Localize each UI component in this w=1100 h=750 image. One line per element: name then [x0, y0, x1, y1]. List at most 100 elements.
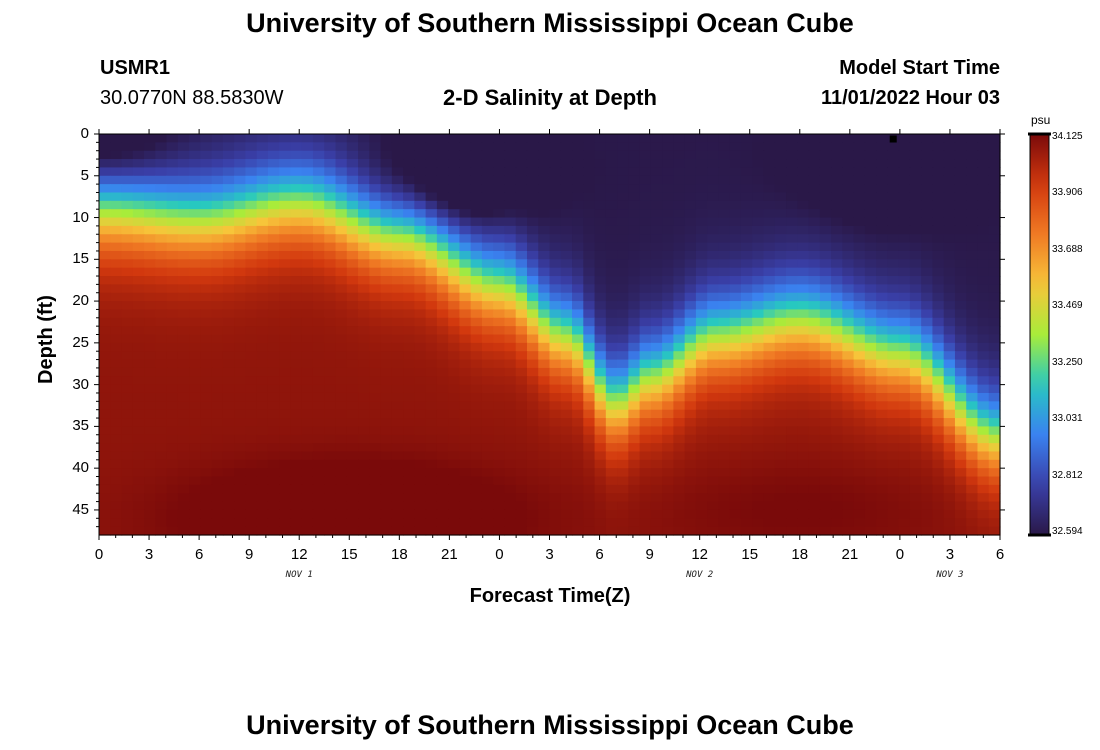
- heatmap-cell: [774, 526, 787, 536]
- heatmap-cell: [797, 484, 810, 494]
- heatmap-cell: [842, 267, 855, 277]
- heatmap-cell: [369, 518, 382, 528]
- heatmap-cell: [110, 518, 123, 528]
- heatmap-cell: [245, 359, 258, 369]
- heatmap-cell: [583, 451, 596, 461]
- heatmap-cell: [526, 175, 539, 185]
- heatmap-cell: [650, 392, 663, 402]
- heatmap-cell: [358, 326, 370, 336]
- heatmap-cell: [639, 259, 652, 269]
- heatmap-cell: [200, 434, 213, 444]
- heatmap-cell: [966, 142, 979, 152]
- heatmap-cell: [256, 309, 269, 319]
- heatmap-cell: [391, 242, 404, 252]
- heatmap-cell: [549, 184, 562, 194]
- heatmap-cell: [617, 292, 629, 302]
- heatmap-cell: [605, 292, 618, 302]
- heatmap-cell: [470, 376, 483, 386]
- heatmap-cell: [335, 276, 348, 285]
- heatmap-cell: [369, 142, 382, 152]
- x-tick-label: 6: [194, 546, 204, 563]
- heatmap-cell: [695, 142, 708, 152]
- heatmap-cell: [391, 184, 404, 194]
- heatmap-cell: [876, 409, 888, 419]
- heatmap-cell: [560, 451, 573, 461]
- heatmap-cell: [988, 526, 1001, 536]
- heatmap-cell: [267, 434, 280, 444]
- heatmap-cell: [403, 451, 415, 461]
- heatmap-cell: [144, 476, 156, 486]
- heatmap-cell: [853, 200, 866, 210]
- heatmap-cell: [864, 484, 877, 494]
- heatmap-cell: [898, 175, 911, 185]
- heatmap-cell: [459, 150, 472, 160]
- heatmap-cell: [684, 317, 697, 327]
- heatmap-cell: [346, 259, 359, 269]
- heatmap-cell: [966, 434, 979, 444]
- heatmap-cell: [166, 509, 179, 519]
- heatmap-cell: [132, 217, 145, 227]
- heatmap-cell: [921, 225, 934, 235]
- heatmap-cell: [718, 267, 731, 277]
- heatmap-cell: [526, 367, 539, 377]
- heatmap-cell: [774, 459, 787, 469]
- heatmap-cell: [245, 267, 258, 277]
- heatmap-cell: [391, 434, 404, 444]
- heatmap-cell: [110, 418, 123, 427]
- heatmap-cell: [819, 284, 832, 294]
- heatmap-cell: [132, 418, 145, 427]
- heatmap-cell: [222, 384, 235, 394]
- heatmap-cell: [572, 301, 584, 311]
- heatmap-cell: [594, 276, 607, 285]
- heatmap-cell: [99, 159, 111, 169]
- heatmap-cell: [312, 434, 325, 444]
- heatmap-cell: [729, 459, 742, 469]
- heatmap-cell: [695, 234, 708, 244]
- heatmap-cell: [853, 476, 866, 486]
- station-id: USMR1: [100, 57, 171, 79]
- heatmap-cell: [369, 326, 382, 336]
- heatmap-cell: [898, 501, 911, 511]
- heatmap-cell: [617, 418, 629, 427]
- heatmap-cell: [977, 351, 990, 361]
- heatmap-cell: [583, 434, 596, 444]
- heatmap-cell: [831, 250, 843, 260]
- heatmap-cell: [819, 159, 832, 169]
- heatmap-cell: [752, 309, 765, 319]
- heatmap-cell: [752, 509, 765, 519]
- heatmap-cell: [391, 351, 404, 361]
- heatmap-cell: [481, 234, 494, 244]
- heatmap-cell: [110, 409, 123, 419]
- heatmap-cell: [650, 134, 663, 143]
- heatmap-cell: [763, 292, 776, 302]
- heatmap-cell: [121, 376, 134, 386]
- heatmap-cell: [707, 175, 720, 185]
- heatmap-cell: [312, 484, 325, 494]
- heatmap-cell: [301, 209, 314, 219]
- heatmap-cell: [177, 234, 190, 244]
- heatmap-cell: [493, 192, 506, 202]
- heatmap-cell: [797, 401, 810, 411]
- heatmap-cell: [943, 234, 956, 244]
- heatmap-cell: [470, 392, 483, 402]
- x-tick-label: 21: [841, 546, 859, 563]
- heatmap-cell: [752, 259, 765, 269]
- heatmap-cell: [470, 401, 483, 411]
- heatmap-cell: [481, 434, 494, 444]
- heatmap-cell: [572, 501, 584, 511]
- heatmap-cell: [639, 225, 652, 235]
- heatmap-cell: [662, 493, 674, 503]
- heatmap-cell: [200, 317, 213, 327]
- heatmap-cell: [234, 443, 247, 453]
- heatmap-cell: [189, 367, 201, 377]
- colorbar-tick-label: 32.812: [1052, 469, 1083, 481]
- heatmap-cell: [594, 518, 607, 528]
- heatmap-cell: [515, 459, 528, 469]
- heatmap-cell: [819, 426, 832, 436]
- heatmap-cell: [639, 409, 652, 419]
- heatmap-cell: [504, 434, 517, 444]
- heatmap-cell: [211, 451, 224, 461]
- heatmap-cell: [425, 267, 438, 277]
- heatmap-cell: [864, 250, 877, 260]
- heatmap-cell: [380, 309, 393, 319]
